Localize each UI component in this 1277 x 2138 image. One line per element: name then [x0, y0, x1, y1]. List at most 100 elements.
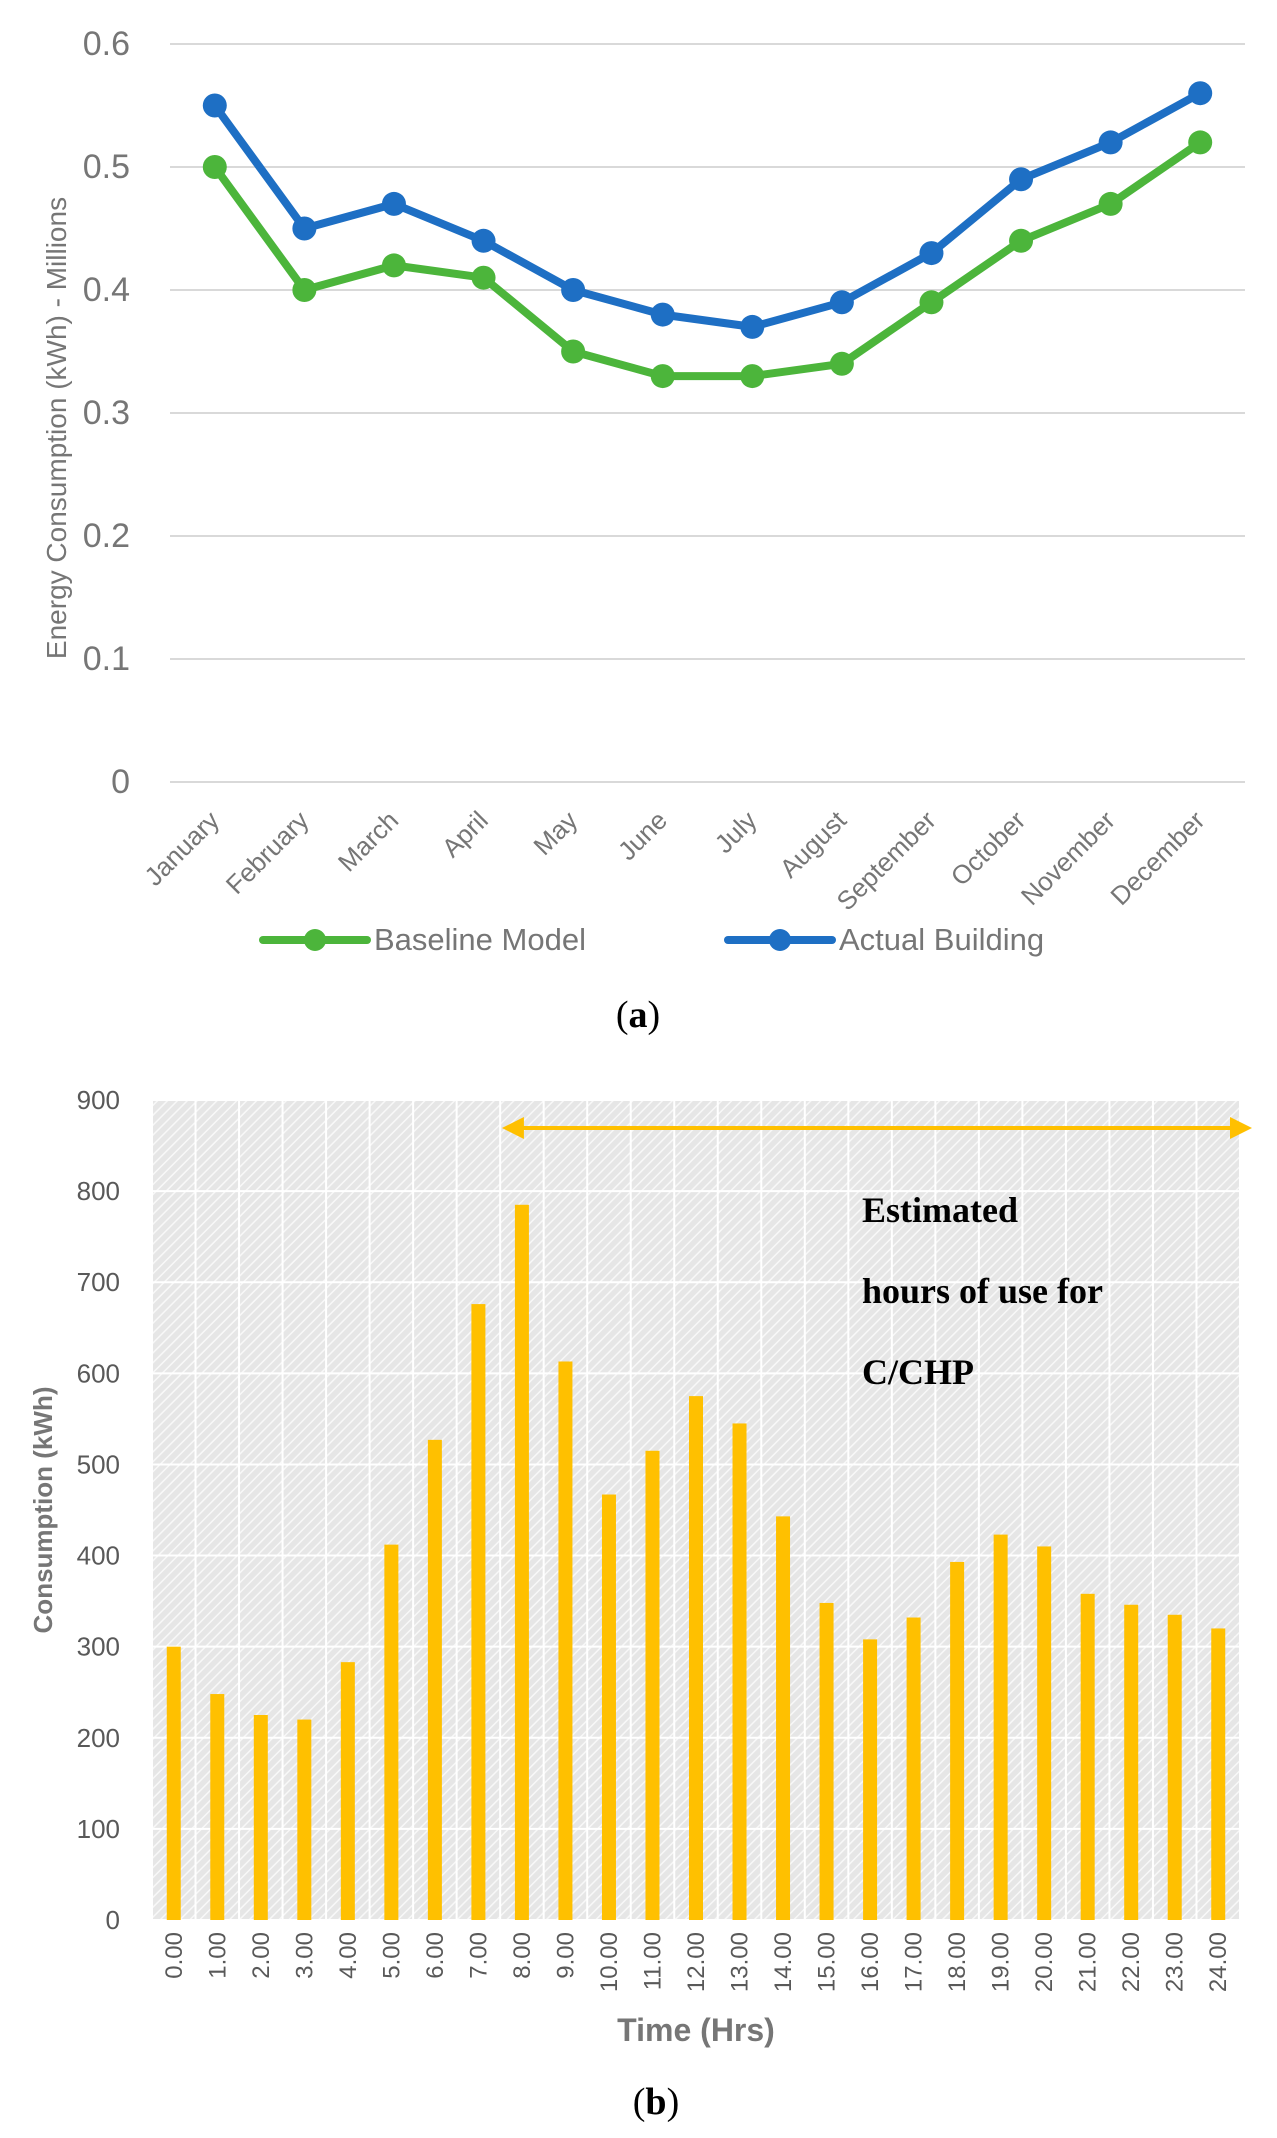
legend-item-actual: Actual Building — [724, 922, 1044, 957]
bar-13-00 — [732, 1423, 747, 1920]
b-x-tick-5-00: 5.00 — [378, 1932, 405, 1979]
b-y-tick-7: 700 — [77, 1267, 120, 1297]
b-x-tick-3-00: 3.00 — [291, 1932, 318, 1979]
bar-4-00 — [340, 1662, 355, 1920]
arrow-head-right — [1230, 1117, 1252, 1139]
usage-window-arrow — [501, 1117, 1252, 1139]
b-x-tick-9-00: 9.00 — [552, 1932, 579, 1979]
bar-12-00 — [689, 1396, 703, 1920]
bar-22-00 — [1124, 1604, 1139, 1920]
point-actual-building-november — [1098, 130, 1123, 155]
a-x-tick-july: July — [709, 805, 763, 859]
legend-label-actual: Actual Building — [839, 922, 1044, 957]
a-x-tick-november: November — [1015, 805, 1121, 911]
bar-19-00 — [993, 1534, 1008, 1920]
b-x-tick-8-00: 8.00 — [509, 1932, 536, 1979]
b-y-tick-1: 100 — [77, 1814, 120, 1844]
b-y-tick-6: 600 — [77, 1358, 120, 1388]
panel-label-b: b — [645, 2081, 666, 2123]
bar-24-00 — [1211, 1628, 1226, 1920]
b-y-tick-labels: 0 100 200 300 400 500 600 700 800 900 — [77, 1085, 120, 1935]
b-x-tick-19-00: 19.00 — [988, 1932, 1015, 1992]
point-baseline-model-june — [650, 364, 675, 389]
b-x-tick-15-00: 15.00 — [814, 1932, 841, 1992]
bar-9-00 — [558, 1361, 573, 1920]
point-baseline-model-december — [1188, 130, 1213, 155]
bar-3-00 — [297, 1719, 312, 1920]
a-y-axis-label: Energy Consumption (kWh) - Millions — [41, 197, 72, 659]
a-x-tick-march: March — [332, 805, 404, 877]
point-actual-building-february — [292, 216, 317, 241]
b-x-tick-1-00: 1.00 — [204, 1932, 231, 1979]
a-y-tick-2: 0.2 — [83, 517, 130, 555]
bar-20-00 — [1037, 1546, 1052, 1920]
bar-16-00 — [863, 1639, 878, 1920]
a-y-tick-0: 0 — [111, 763, 130, 801]
point-actual-building-december — [1188, 81, 1213, 106]
panel-label-b-close: ) — [667, 2081, 680, 2123]
b-x-tick-16-00: 16.00 — [857, 1932, 884, 1992]
bar-17-00 — [906, 1617, 921, 1920]
point-actual-building-may — [561, 278, 586, 302]
annotation-line-3: C/CHP — [862, 1352, 974, 1392]
bar-14-00 — [776, 1516, 791, 1920]
a-x-tick-october: October — [945, 805, 1032, 892]
point-baseline-model-february — [292, 278, 317, 302]
point-actual-building-july — [740, 314, 765, 339]
point-baseline-model-september — [919, 290, 944, 315]
a-x-tick-april: April — [436, 805, 494, 863]
legend-label-baseline: Baseline Model — [374, 922, 586, 957]
series-baseline-model — [202, 130, 1213, 389]
b-x-tick-23-00: 23.00 — [1162, 1932, 1189, 1992]
bar-11-00 — [645, 1450, 660, 1920]
b-x-tick-10-00: 10.00 — [596, 1932, 623, 1992]
b-y-tick-8: 800 — [77, 1176, 120, 1206]
bar-18-00 — [950, 1561, 965, 1920]
b-y-tick-0: 0 — [106, 1905, 120, 1935]
b-x-tick-6-00: 6.00 — [422, 1932, 449, 1979]
a-legend: Baseline Model Actual Building — [259, 922, 1044, 957]
b-x-tick-14-00: 14.00 — [770, 1932, 797, 1992]
a-y-tick-3: 0.3 — [83, 394, 130, 432]
b-x-tick-21-00: 21.00 — [1075, 1932, 1102, 1992]
a-x-tick-january: January — [138, 805, 225, 892]
bar-1-00 — [210, 1694, 225, 1920]
b-x-tick-11-00: 11.00 — [639, 1932, 666, 1990]
series-actual-building — [202, 81, 1213, 339]
a-x-tick-february: February — [220, 805, 315, 900]
point-actual-building-october — [1009, 167, 1034, 192]
b-x-tick-2-00: 2.00 — [248, 1932, 275, 1979]
b-x-tick-22-00: 22.00 — [1118, 1932, 1145, 1992]
a-y-tick-1: 0.1 — [83, 640, 130, 678]
a-x-tick-june: June — [612, 805, 673, 866]
point-baseline-model-may — [561, 339, 586, 364]
a-x-tick-august: August — [774, 804, 853, 883]
arrow-head-left — [501, 1117, 524, 1139]
b-y-tick-3: 300 — [77, 1632, 120, 1662]
annotation-line-2: hours of use for — [862, 1271, 1103, 1311]
point-baseline-model-april — [471, 265, 496, 290]
panel-label-a-open: ( — [616, 994, 629, 1036]
panel-label-a-text: (a) — [616, 994, 660, 1036]
point-baseline-model-july — [740, 364, 765, 389]
bar-6-00 — [427, 1439, 442, 1920]
a-x-tick-may: May — [527, 805, 583, 861]
legend-marker-baseline — [304, 929, 326, 951]
b-y-tick-9: 900 — [77, 1085, 120, 1115]
panel-label-b-open: ( — [633, 2081, 646, 2123]
b-x-tick-18-00: 18.00 — [944, 1932, 971, 1992]
legend-marker-actual — [769, 929, 791, 951]
b-bars — [166, 1204, 1226, 1920]
point-actual-building-january — [202, 93, 227, 118]
point-baseline-model-october — [1009, 228, 1034, 253]
point-baseline-model-march — [381, 253, 406, 278]
a-gridlines — [170, 43, 1245, 783]
b-y-tick-4: 400 — [77, 1541, 120, 1571]
line-chart-a: 0 0.1 0.2 0.3 0.4 0.5 0.6 Energy Consumption (… — [41, 25, 1245, 1036]
series-line-actual-building — [210, 89, 1205, 331]
bar-21-00 — [1080, 1593, 1095, 1920]
a-y-tick-labels: 0 0.1 0.2 0.3 0.4 0.5 0.6 — [83, 25, 130, 801]
bar-chart-b: 0 100 200 300 400 500 600 700 800 900 Consumption… — [28, 1085, 1252, 2123]
point-actual-building-august — [829, 290, 854, 315]
